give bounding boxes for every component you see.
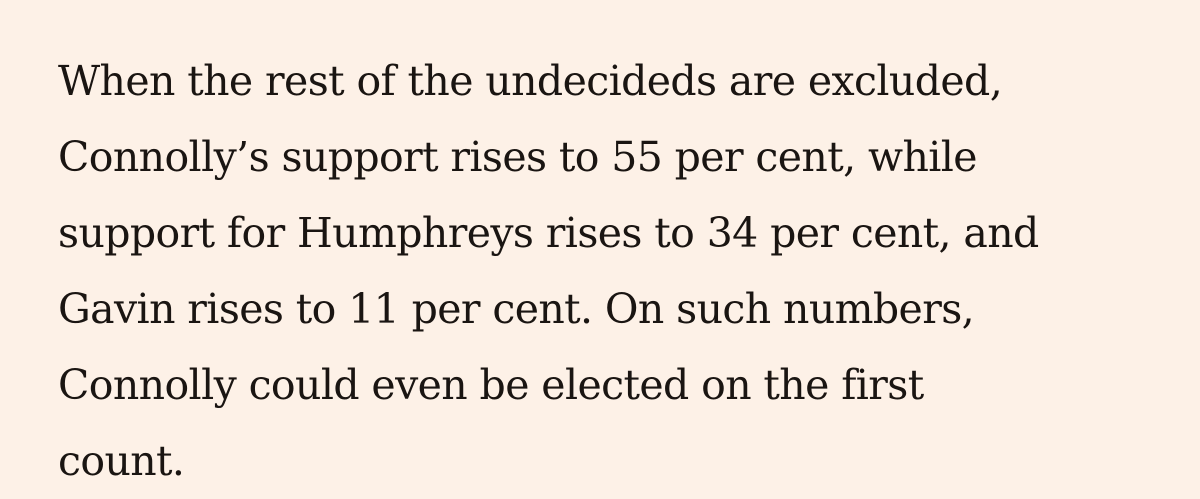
paragraph-line: Gavin rises to 11 per cent. On such numb…	[58, 285, 975, 333]
paragraph-line: support for Humphreys rises to 34 per ce…	[58, 209, 1039, 257]
paragraph-line: When the rest of the undecideds are excl…	[58, 57, 1003, 105]
paragraph-line: count.	[58, 437, 185, 485]
paragraph-line: Connolly’s support rises to 55 per cent,…	[58, 133, 978, 181]
paragraph-line: Connolly could even be elected on the fi…	[58, 361, 924, 409]
